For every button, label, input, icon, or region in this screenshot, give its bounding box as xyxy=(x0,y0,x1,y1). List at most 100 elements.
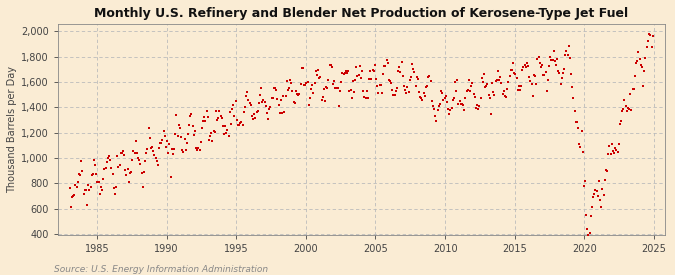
Point xyxy=(346,96,357,100)
Point xyxy=(606,142,617,146)
Point xyxy=(299,83,310,87)
Point xyxy=(464,88,475,93)
Point xyxy=(223,134,234,138)
Point xyxy=(84,188,95,192)
Point xyxy=(380,64,391,68)
Point xyxy=(560,53,570,57)
Point xyxy=(149,153,160,157)
Point xyxy=(352,74,363,78)
Point xyxy=(254,93,265,97)
Point xyxy=(441,100,452,104)
Point xyxy=(382,60,393,65)
Point xyxy=(128,148,139,153)
Point xyxy=(97,188,107,193)
Point xyxy=(184,123,194,128)
Point xyxy=(193,146,204,150)
Point xyxy=(566,72,576,77)
Point xyxy=(271,88,281,92)
Point xyxy=(381,58,392,62)
Point xyxy=(543,78,554,82)
Point xyxy=(272,97,283,101)
Point xyxy=(249,112,260,116)
Point xyxy=(583,233,594,238)
Point xyxy=(414,95,425,100)
Point xyxy=(582,226,593,231)
Point xyxy=(482,82,493,87)
Point xyxy=(630,61,641,65)
Point xyxy=(640,56,651,60)
Point xyxy=(137,185,148,189)
Point xyxy=(427,104,438,108)
Point xyxy=(409,70,420,74)
Point xyxy=(290,100,300,105)
Point xyxy=(241,94,252,98)
Point xyxy=(216,116,227,120)
Point xyxy=(474,104,485,108)
Point xyxy=(321,84,331,89)
Point xyxy=(519,63,530,67)
Point xyxy=(103,156,113,161)
Point xyxy=(508,61,518,65)
Point xyxy=(619,98,630,103)
Point xyxy=(553,69,564,73)
Point xyxy=(608,148,618,153)
Point xyxy=(512,87,523,92)
Point xyxy=(170,132,181,136)
Point xyxy=(572,126,583,130)
Point xyxy=(390,89,401,93)
Point xyxy=(156,141,167,145)
Point xyxy=(421,85,431,89)
Point xyxy=(543,64,554,68)
Point xyxy=(596,205,607,209)
Point xyxy=(65,204,76,209)
Point xyxy=(558,71,568,76)
Point xyxy=(278,94,289,98)
Point xyxy=(627,87,638,92)
Point xyxy=(469,95,480,99)
Point xyxy=(540,70,551,75)
Point xyxy=(220,124,231,128)
Point xyxy=(211,109,221,113)
Point xyxy=(437,90,448,95)
Point xyxy=(290,89,301,94)
Point xyxy=(317,95,328,99)
Point xyxy=(364,76,375,81)
Point xyxy=(525,79,536,83)
Point xyxy=(587,205,597,209)
Point xyxy=(633,50,644,54)
Point xyxy=(335,89,346,93)
Point xyxy=(424,74,435,78)
Point xyxy=(288,100,299,104)
Point xyxy=(402,85,413,89)
Point xyxy=(614,142,624,147)
Point xyxy=(158,129,169,133)
Point xyxy=(270,86,281,90)
Point xyxy=(401,91,412,95)
Point xyxy=(91,172,102,176)
Point xyxy=(348,79,358,83)
Point xyxy=(302,79,313,84)
Point xyxy=(126,170,136,174)
Point xyxy=(559,67,570,72)
Point xyxy=(459,108,470,112)
Point xyxy=(75,172,86,177)
Point xyxy=(330,86,341,90)
Point xyxy=(533,55,544,59)
Point xyxy=(506,68,516,72)
Point xyxy=(425,79,436,84)
Point xyxy=(458,103,468,107)
Point xyxy=(580,212,591,217)
Point xyxy=(90,162,101,167)
Point xyxy=(309,81,320,85)
Point xyxy=(504,74,515,78)
Point xyxy=(485,112,496,116)
Point xyxy=(475,95,486,100)
Point xyxy=(264,107,275,111)
Point xyxy=(296,65,307,70)
Point xyxy=(215,114,226,118)
Point xyxy=(628,87,639,92)
Point xyxy=(524,75,535,79)
Point xyxy=(343,69,354,73)
Point xyxy=(551,63,562,67)
Point xyxy=(595,197,605,202)
